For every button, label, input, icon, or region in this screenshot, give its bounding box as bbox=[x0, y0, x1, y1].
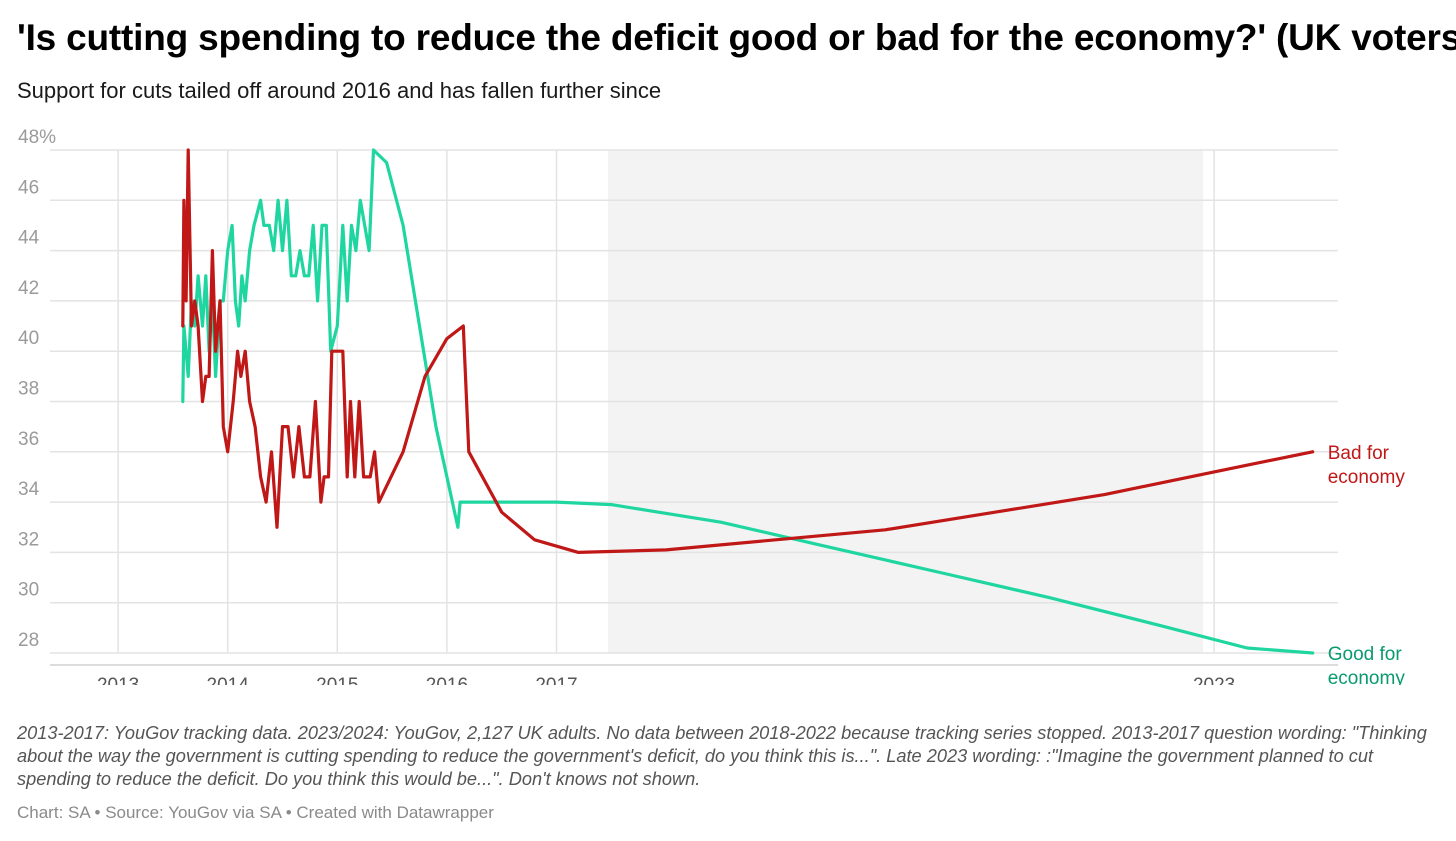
x-tick-label: 2023 bbox=[1193, 675, 1235, 685]
credit-tool: Created with Datawrapper bbox=[296, 803, 494, 822]
chart-credit: Chart: SA • Source: YouGov via SA • Crea… bbox=[17, 803, 494, 823]
y-tick-label: 32 bbox=[18, 529, 39, 550]
y-tick-label: 46 bbox=[18, 177, 39, 198]
chart-notes: 2013-2017: YouGov tracking data. 2023/20… bbox=[17, 723, 1427, 789]
credit-chart: Chart: SA bbox=[17, 803, 90, 822]
y-tick-label: 42 bbox=[18, 278, 39, 299]
series-label-good: Good for bbox=[1328, 644, 1403, 665]
x-tick-label: 2013 bbox=[97, 675, 139, 685]
y-tick-label: 48% bbox=[18, 127, 56, 148]
line-chart: 48% 46 44 42 40 38 36 34 32 30 28 2013 2014 2015 2016 2… bbox=[18, 127, 1406, 685]
y-tick-label: 28 bbox=[18, 630, 39, 651]
chart-title: 'Is cutting spending to reduce the defic… bbox=[17, 17, 1456, 58]
chart-subtitle: Support for cuts tailed off around 2016 … bbox=[17, 78, 662, 103]
y-tick-label: 36 bbox=[18, 429, 39, 450]
y-tick-label: 38 bbox=[18, 379, 39, 400]
y-tick-label: 34 bbox=[18, 479, 40, 500]
series-label-bad: economy bbox=[1328, 467, 1406, 488]
y-tick-label: 30 bbox=[18, 580, 39, 601]
y-tick-label: 44 bbox=[18, 228, 40, 249]
x-tick-label: 2015 bbox=[316, 675, 358, 685]
y-tick-label: 40 bbox=[18, 328, 39, 349]
credit-separator: • bbox=[285, 803, 292, 822]
x-tick-label: 2017 bbox=[535, 675, 577, 685]
credit-separator: • bbox=[94, 803, 101, 822]
series-line-bad bbox=[181, 148, 1315, 554]
series-label-bad: Bad for bbox=[1328, 443, 1390, 464]
x-tick-label: 2016 bbox=[426, 675, 468, 685]
series-label-good: economy bbox=[1328, 668, 1406, 685]
x-tick-label: 2014 bbox=[207, 675, 250, 685]
credit-source: Source: YouGov via SA bbox=[105, 803, 281, 822]
